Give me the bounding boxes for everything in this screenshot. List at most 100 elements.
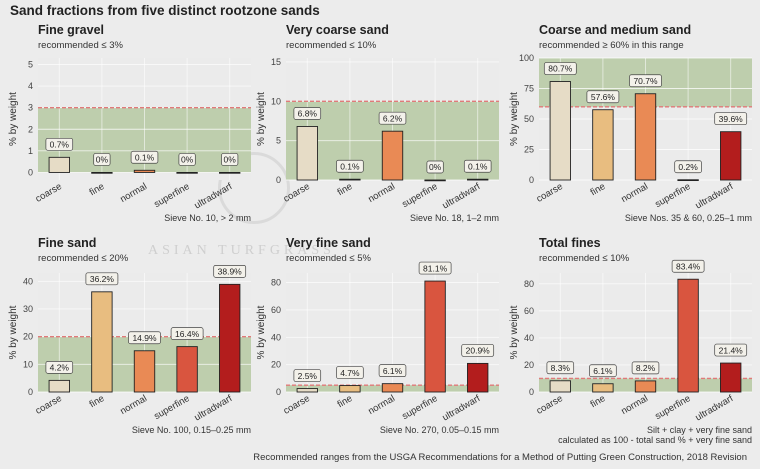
- y-tick-label: 40: [271, 332, 281, 342]
- data-label: 14.9%: [132, 333, 157, 343]
- source-caption: Recommended ranges from the USGA Recomme…: [253, 452, 747, 463]
- bar-fine: [91, 291, 113, 393]
- y-tick-label: 60: [271, 305, 281, 315]
- y-axis-label: % by weight: [509, 92, 520, 146]
- data-label: 21.4%: [719, 345, 744, 355]
- chart-panel-1: Fine gravel recommended ≤ 3% 0 1 2 3 4 5 0.7% coa…: [8, 23, 251, 223]
- category-label: ultradwarf: [441, 393, 483, 424]
- bar-superfine: [176, 346, 198, 393]
- category-label: superfine: [152, 181, 191, 210]
- chart-panel-4: Fine sand recommended ≤ 20% 0 10 20 30 40 4.2% c…: [8, 236, 251, 435]
- bar-fine: [91, 171, 113, 174]
- data-label: 0%: [96, 155, 109, 165]
- bar-ultradwarf: [467, 178, 489, 181]
- y-tick-label: 40: [23, 276, 33, 286]
- bar-coarse: [48, 156, 70, 173]
- category-label: fine: [589, 393, 608, 410]
- bar-superfine: [677, 278, 699, 393]
- data-label: 0.1%: [340, 161, 360, 171]
- y-tick-label: 0: [276, 387, 281, 397]
- y-tick-label: 25: [524, 145, 534, 155]
- data-label-box: [543, 62, 577, 75]
- panel-caption: Sieve No. 100, 0.15–0.25 mm: [132, 425, 251, 435]
- category-label: normal: [118, 393, 149, 417]
- chart-panel-5: Very fine sand recommended ≤ 5% 0 20 40 60 80 2…: [256, 236, 499, 435]
- panel-caption: Sieve No. 18, 1–2 mm: [410, 213, 499, 223]
- panel-subtitle: recommended ≤ 3%: [38, 40, 124, 51]
- data-label: 2.5%: [298, 371, 318, 381]
- y-tick-label: 0: [276, 175, 281, 185]
- category-label: fine: [88, 181, 107, 198]
- data-label-box: [45, 137, 74, 151]
- panel-title: Fine gravel: [38, 23, 104, 37]
- category-label: coarse: [535, 181, 565, 205]
- data-label-box: [714, 112, 748, 126]
- y-tick-label: 10: [271, 96, 281, 106]
- bar-normal: [381, 130, 404, 181]
- bar-normal: [634, 93, 657, 181]
- data-label-box: [130, 150, 159, 164]
- data-label-box: [586, 90, 620, 104]
- bar-superfine: [424, 280, 446, 393]
- panel-caption: calculated as 100 - total sand % + very …: [558, 435, 752, 445]
- panel-caption: Sieve Nos. 35 & 60, 0.25–1 mm: [625, 213, 752, 223]
- category-label: superfine: [400, 181, 439, 210]
- y-axis-label: % by weight: [509, 305, 520, 359]
- panel-title: Very coarse sand: [286, 23, 389, 37]
- category-label: ultradwarf: [694, 393, 736, 424]
- bar-normal: [133, 350, 156, 393]
- panel-title: Very fine sand: [286, 236, 371, 250]
- y-axis-label: % by weight: [8, 92, 19, 146]
- data-label: 16.4%: [175, 329, 200, 339]
- y-tick-label: 5: [28, 59, 33, 69]
- data-label: 0.1%: [468, 161, 488, 171]
- bar-superfine: [424, 179, 446, 182]
- data-label: 4.2%: [50, 363, 70, 373]
- category-label: fine: [336, 181, 355, 198]
- bar-ultradwarf: [219, 283, 241, 393]
- category-label: coarse: [282, 393, 312, 417]
- bar-ultradwarf: [720, 131, 742, 181]
- category-label: normal: [118, 181, 149, 205]
- data-label-box: [336, 366, 364, 379]
- category-label: ultradwarf: [694, 181, 736, 212]
- data-label: 38.9%: [218, 267, 243, 277]
- y-tick-label: 20: [23, 332, 33, 342]
- main-title: Sand fractions from five distinct rootzo…: [10, 3, 320, 18]
- category-label: superfine: [653, 393, 692, 422]
- y-tick-label: 80: [524, 279, 534, 289]
- data-label-box: [426, 160, 444, 174]
- bar-coarse: [549, 380, 571, 393]
- panel-subtitle: recommended ≤ 5%: [286, 253, 372, 264]
- data-label: 8.2%: [636, 363, 656, 373]
- data-label: 8.3%: [551, 363, 571, 373]
- data-label: 0.2%: [678, 162, 698, 172]
- data-label: 81.1%: [423, 263, 448, 273]
- bar-fine: [592, 109, 614, 181]
- watermark: ASIAN TURFGRASS: [148, 243, 335, 258]
- category-label: fine: [589, 181, 608, 198]
- y-axis-label: % by weight: [256, 305, 267, 359]
- data-label-box: [418, 261, 452, 275]
- data-label-box: [546, 361, 575, 375]
- panel-title: Fine sand: [38, 236, 96, 250]
- data-label: 57.6%: [591, 92, 616, 102]
- category-label: superfine: [653, 181, 692, 210]
- y-tick-label: 3: [28, 103, 33, 113]
- panel-caption: Silt + clay + very fine sand: [647, 425, 752, 435]
- category-label: coarse: [34, 393, 64, 417]
- data-label: 6.2%: [383, 113, 403, 123]
- category-label: ultradwarf: [193, 181, 235, 212]
- y-tick-label: 15: [271, 57, 281, 67]
- category-label: normal: [619, 393, 650, 417]
- data-label-box: [589, 364, 617, 378]
- bar-fine: [339, 178, 361, 181]
- y-tick-label: 10: [23, 359, 33, 369]
- data-label: 0.1%: [135, 152, 155, 162]
- category-label: fine: [336, 393, 355, 410]
- y-tick-label: 0: [529, 387, 534, 397]
- category-label: coarse: [535, 393, 565, 417]
- category-label: superfine: [152, 393, 191, 422]
- data-label-box: [463, 159, 492, 173]
